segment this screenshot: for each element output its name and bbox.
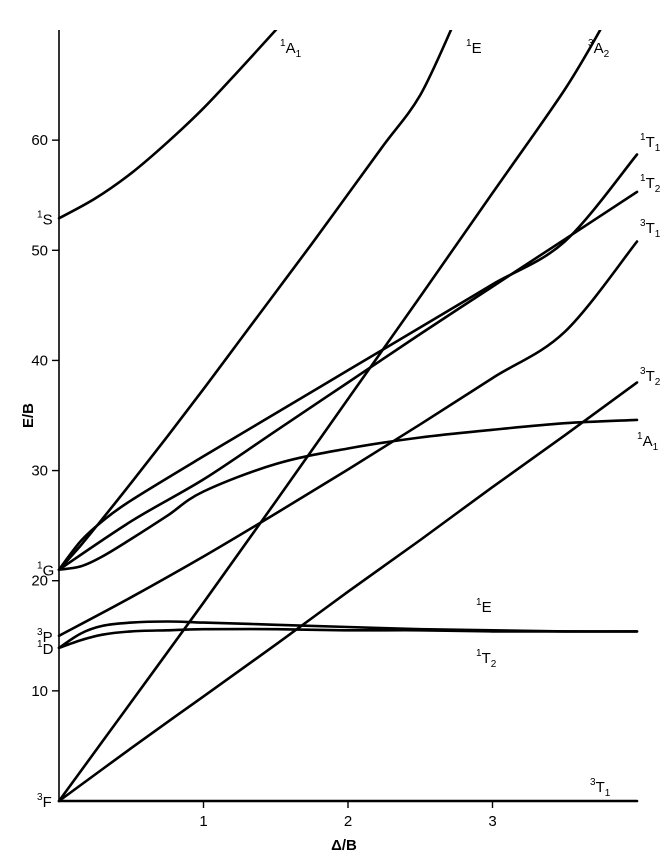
term-label-3F: 3F <box>37 792 52 811</box>
curve-1T1 <box>57 153 639 571</box>
curve-3T2 <box>57 381 639 803</box>
curve-1A1_lower <box>57 418 639 571</box>
state-label-3T1_ground: 3T1 <box>590 777 611 799</box>
state-label-1A1_lower: 1A1 <box>637 431 659 453</box>
curve-1T2_lower <box>57 627 639 650</box>
term-label-1D: 1D <box>37 639 54 658</box>
y-tick-label: 10 <box>31 683 48 700</box>
energy-level-curves <box>57 30 639 803</box>
axes <box>58 30 637 802</box>
state-label-1E_steep: 1E <box>466 38 482 57</box>
y-axis-title: E/B <box>20 403 37 428</box>
y-tick-label: 20 <box>31 573 48 590</box>
y-tick-label: 60 <box>31 132 48 149</box>
state-label-3A2: 3A2 <box>588 38 610 60</box>
x-axis-title: Δ/B <box>331 837 357 854</box>
y-tick-label: 50 <box>31 242 48 259</box>
state-label-1T2_upper: 1T2 <box>640 173 661 195</box>
y-tick-label: 40 <box>31 352 48 369</box>
state-label-1T1: 1T1 <box>640 132 661 154</box>
curve-1E_steep <box>57 30 453 571</box>
state-labels: 1A1 1E 3A2 1T1 1T2 3T1 3T2 1A1 1E 1T2 3T1 <box>280 38 661 799</box>
state-label-3T2: 3T2 <box>640 366 661 388</box>
state-label-1T2_lower: 1T2 <box>476 648 497 670</box>
state-label-1A1_upper: 1A1 <box>280 38 302 60</box>
state-label-3T1_upper: 3T1 <box>640 218 661 240</box>
curve-1A1_upper <box>57 30 278 220</box>
curve-3A2 <box>57 30 602 803</box>
term-label-1G: 1G <box>37 561 54 580</box>
y-axis-ticks: 10 20 30 40 50 60 <box>31 132 59 700</box>
term-label-3P: 3P <box>37 627 53 646</box>
state-label-1E_flat: 1E <box>476 597 492 616</box>
curve-1E_flat <box>57 620 639 650</box>
y-tick-label: 30 <box>31 463 48 480</box>
x-tick-label: 3 <box>488 813 496 830</box>
term-label-1S: 1S <box>37 209 53 228</box>
x-axis-ticks: 1 2 3 <box>199 801 497 830</box>
curve-1T2_upper <box>57 190 639 571</box>
x-tick-label: 2 <box>344 813 352 830</box>
x-tick-label: 1 <box>199 813 207 830</box>
curve-3T1_upper <box>57 240 639 638</box>
